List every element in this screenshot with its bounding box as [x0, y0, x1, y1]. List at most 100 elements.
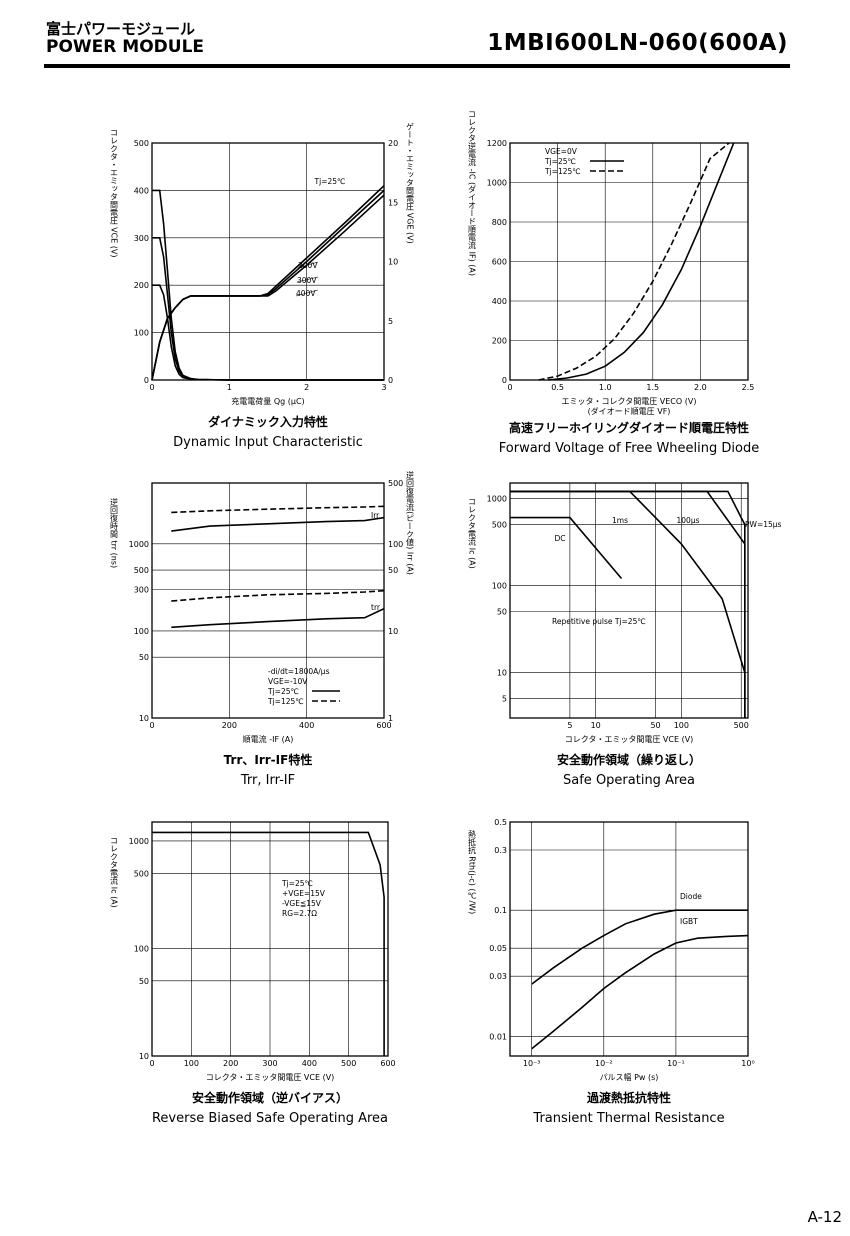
x-tick-label: 500: [341, 1059, 356, 1068]
x-tick-label: 200: [223, 1059, 238, 1068]
condition-text: -VGE≦15V: [282, 899, 322, 908]
x-tick-label: 0: [149, 383, 154, 392]
series-line-diode: [531, 909, 748, 985]
series-line-trr-tj-125-: [171, 589, 385, 602]
y-tick-label: 100: [492, 581, 507, 590]
x-tick-label: 3: [381, 383, 386, 392]
y-tick-label: 1000: [487, 179, 507, 188]
y-tick-label: 0.05: [489, 944, 507, 953]
x-tick-label: 100: [184, 1059, 199, 1068]
x-tick-label: 600: [376, 721, 391, 730]
y2-tick-label: 1: [388, 714, 393, 723]
y-tick-label: 50: [139, 653, 149, 662]
x-tick-label: 1: [227, 383, 232, 392]
y-tick-label: 5: [502, 695, 507, 704]
y2-tick-label: 500: [388, 479, 403, 488]
condition-text: Tj=25℃: [281, 879, 313, 888]
series-line-1ms: [510, 490, 746, 718]
x-tick-label: 300: [262, 1059, 277, 1068]
curve-label-igbt: IGBT: [680, 917, 698, 926]
y2-axis-label: 逆回復電流(ピーク値) Irr (A): [406, 470, 415, 575]
y2-tick-label: 10: [388, 258, 398, 267]
y-tick-label: 400: [134, 186, 149, 195]
series-line-irr-tj-125-: [171, 505, 385, 514]
series-line-irr-tj-25-: [171, 516, 385, 532]
y-tick-label: 1000: [129, 837, 149, 846]
curve-label: trr: [371, 603, 381, 612]
annotation-100us: 100μs: [677, 516, 700, 525]
x-tick-label: 2.0: [694, 383, 707, 392]
x-tick-label: 0: [149, 1059, 154, 1068]
chart-title-jp: 過渡熱抵抗特性: [586, 1090, 671, 1105]
x-tick-label: 600: [380, 1059, 395, 1068]
legend-label: Tj=25℃: [544, 157, 576, 166]
x-tick-label: 10⁻²: [595, 1059, 613, 1068]
y-tick-label: 200: [134, 281, 149, 290]
chart-title-jp: ダイナミック入力特性: [208, 414, 328, 429]
header-title-jp: 富士パワーモジュール: [46, 20, 195, 38]
x-tick-label: 0.5: [551, 383, 564, 392]
y-tick-label: 500: [134, 566, 149, 575]
chart-title-en: Dynamic Input Characteristic: [173, 435, 363, 450]
y-tick-label: 500: [134, 139, 149, 148]
chart-title-en: Reverse Biased Safe Operating Area: [152, 1111, 388, 1126]
y-tick-label: 0.1: [494, 906, 507, 915]
y-tick-label: 1000: [487, 494, 507, 503]
y-tick-label: 500: [134, 869, 149, 878]
series-line-tj-125-: [538, 142, 730, 381]
y-tick-label: 800: [492, 218, 507, 227]
x-tick-label: 0: [507, 383, 512, 392]
header-title-en: POWER MODULE: [46, 37, 205, 57]
legend-label: Tj=125℃: [544, 167, 581, 176]
y-tick-label: 0.5: [494, 818, 507, 827]
y2-tick-label: 50: [388, 566, 398, 575]
y-axis-label: コレクタ電流 Ic (A): [110, 836, 119, 908]
curve-label: 400V: [296, 289, 316, 298]
x-axis-label-2: (ダイオード順電圧 VF): [588, 406, 671, 416]
y-tick-label: 400: [492, 297, 507, 306]
x-tick-label: 5: [567, 721, 572, 730]
x-axis-label: 充電電荷量 Qg (μC): [231, 396, 304, 406]
condition-text: VGE=-10V: [268, 677, 308, 686]
y-tick-label: 10: [139, 714, 149, 723]
y-tick-label: 0.3: [494, 846, 507, 855]
annotation-repetitive: Repetitive pulse Tj=25℃: [552, 617, 646, 626]
x-tick-label: 2: [304, 383, 309, 392]
y-tick-label: 0: [502, 376, 507, 385]
y-tick-label: 50: [139, 977, 149, 986]
x-axis-label: コレクタ・エミッタ間電圧 VCE (V): [565, 735, 694, 744]
x-tick-label: 2.5: [742, 383, 755, 392]
x-tick-label: 10⁻¹: [667, 1059, 685, 1068]
y-tick-label: 0.03: [489, 972, 507, 981]
page-number: A-12: [807, 1208, 842, 1226]
y-tick-label: 100: [134, 627, 149, 636]
x-tick-label: 400: [299, 721, 314, 730]
chart-title-jp: 高速フリーホイリングダイオード順電圧特性: [509, 420, 749, 435]
y-tick-label: 10: [139, 1052, 149, 1061]
y-axis-label: コレクタ逆電流 -IC (ダイオード順電流 IF) (A): [468, 110, 477, 276]
x-tick-label: 10⁻³: [523, 1059, 541, 1068]
y-tick-label: 200: [492, 337, 507, 346]
series-line-dc: [510, 516, 623, 580]
curve-label: 300V: [297, 276, 317, 285]
y-axis-label: 逆回復時間 trr (ns): [110, 497, 119, 568]
x-tick-label: 1.0: [599, 383, 612, 392]
condition-text: -di/dt=1800A/μs: [268, 667, 330, 676]
x-axis-label: コレクタ・エミッタ間電圧 VCE (V): [206, 1073, 335, 1082]
x-tick-label: 200: [222, 721, 237, 730]
plot-frame: [509, 482, 749, 719]
leader-line: [296, 276, 319, 283]
x-axis-label: エミッタ・コレクタ間電圧 VECO (V): [562, 397, 697, 406]
chart-title-jp: Trr、Irr-IF特性: [224, 752, 313, 767]
header-rule: [44, 64, 790, 68]
part-number: 1MBI600LN-060(600A): [487, 30, 788, 56]
y2-tick-label: 100: [388, 540, 403, 549]
curve-label: 200V: [298, 261, 318, 270]
x-tick-label: 10⁰: [741, 1059, 754, 1068]
series-line-tj-25-: [548, 142, 735, 381]
y-axis-label: コレクタ電流 Ic (A): [468, 497, 477, 569]
y2-axis-label: ゲート・エミッタ間電圧 VGE (V): [406, 122, 415, 244]
